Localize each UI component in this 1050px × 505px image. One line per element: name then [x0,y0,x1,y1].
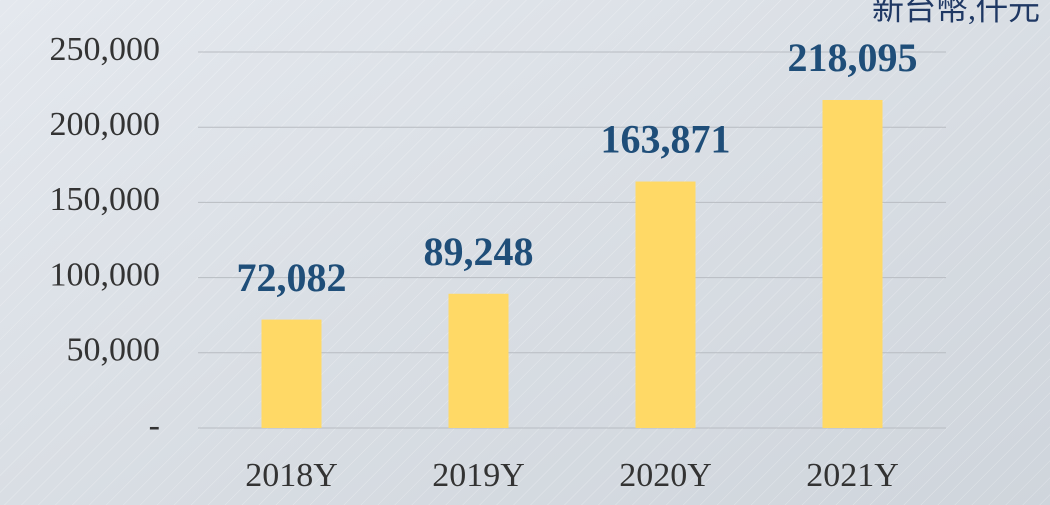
y-tick-label: 50,000 [67,332,161,369]
unit-label: 新台幣,仟元 [872,0,1040,26]
value-label: 218,095 [788,35,918,80]
chart: 新台幣,仟元 - 50,000 100,000 150,000 200,000 250,0… [0,0,1050,505]
x-tick-label: 2018Y [245,457,338,494]
y-tick-label: 250,000 [50,31,161,68]
x-tick-label: 2020Y [619,457,712,494]
value-label: 89,248 [424,229,534,274]
x-tick-label: 2021Y [806,457,899,494]
value-label: 163,871 [601,117,731,162]
y-tick-label: 200,000 [50,106,161,143]
bar [449,294,509,428]
x-tick-label: 2019Y [432,457,525,494]
bar [262,320,322,428]
y-tick-label: - [149,407,160,444]
value-label: 72,082 [237,255,347,300]
bar [636,182,696,428]
y-tick-label: 100,000 [50,256,161,293]
bar [823,100,883,428]
y-tick-label: 150,000 [50,181,161,218]
